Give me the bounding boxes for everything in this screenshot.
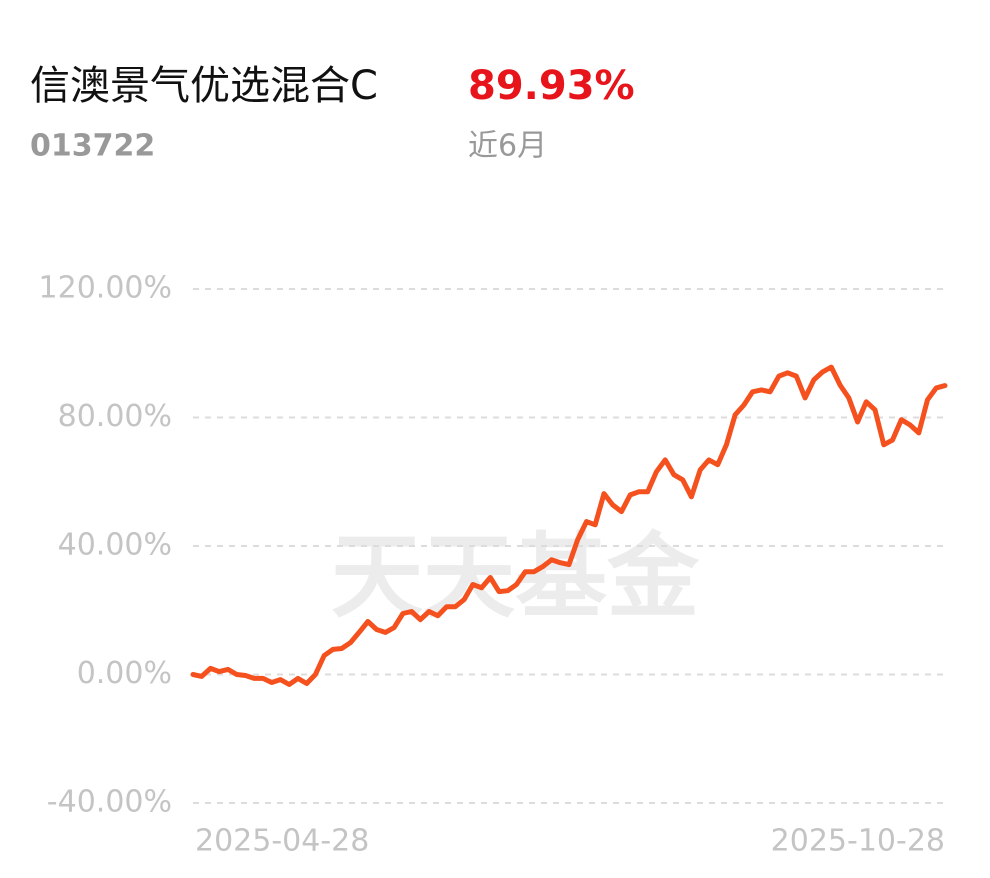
- period-label: 近6月: [468, 129, 547, 164]
- watermark: 天天基金: [331, 523, 700, 631]
- y-tick-label: 80.00%: [58, 399, 172, 434]
- y-tick-label: -40.00%: [47, 785, 172, 820]
- y-tick-label: 0.00%: [77, 656, 172, 691]
- fund-code: 013722: [30, 129, 155, 164]
- return-value: 89.93%: [468, 63, 635, 109]
- x-tick-label: 2025-10-28: [771, 824, 945, 859]
- y-tick-label: 120.00%: [39, 271, 172, 306]
- x-tick-label: 2025-04-28: [195, 824, 369, 859]
- y-tick-label: 40.00%: [58, 528, 172, 563]
- line: [190, 364, 948, 687]
- fund-title: 信澳景气优选混合C: [30, 63, 378, 109]
